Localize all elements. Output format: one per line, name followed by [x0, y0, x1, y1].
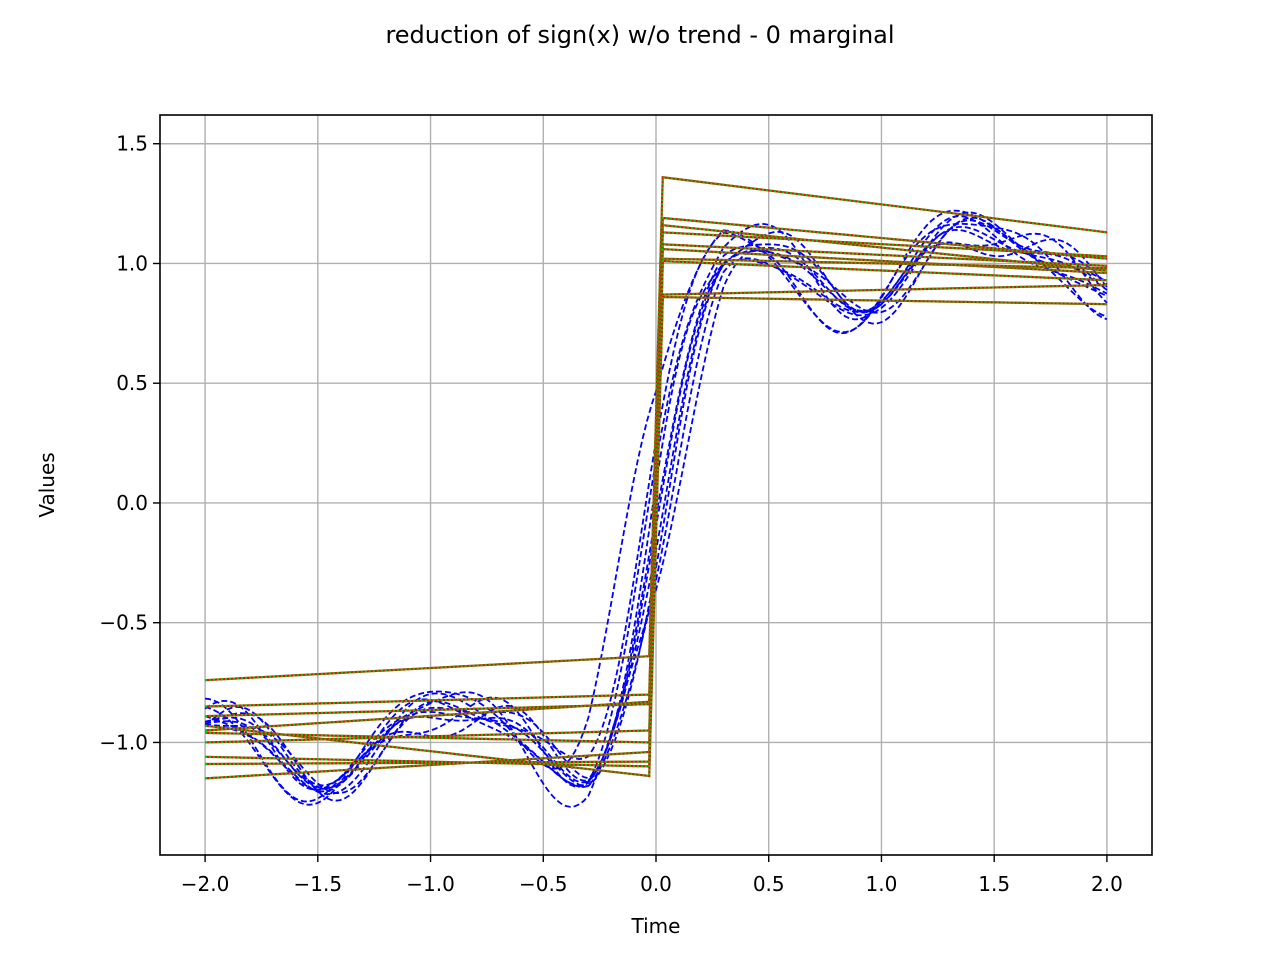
x-tick-label: −0.5 — [519, 872, 568, 896]
y-axis-label: Values — [35, 452, 59, 517]
x-tick-label: 0.5 — [753, 872, 785, 896]
x-tick-label: −1.5 — [294, 872, 343, 896]
reduced-series-overlay — [205, 176, 1108, 682]
x-tick-label: 1.5 — [978, 872, 1010, 896]
reduced-series-overlay — [205, 257, 1107, 768]
x-tick-label: 0.0 — [640, 872, 672, 896]
y-tick-label: 1.5 — [116, 132, 148, 156]
y-tick-label: 0.0 — [116, 491, 148, 515]
reduced-series-overlay — [205, 216, 1108, 708]
y-tick-label: −0.5 — [99, 611, 148, 635]
stochastic-series-line — [204, 211, 1108, 796]
x-tick-label: −1.0 — [406, 872, 455, 896]
x-tick-label: 1.0 — [866, 872, 898, 896]
reduced-series-overlay — [204, 295, 1107, 778]
ticks: −2.0 −1.5 −1.0 −0.5 0.0 0.5 1.0 1.5 2.0 −1.0 −0.5 0… — [99, 132, 1122, 896]
x-tick-label: 2.0 — [1091, 872, 1123, 896]
y-tick-label: 0.5 — [116, 371, 148, 395]
x-tick-label: −2.0 — [181, 872, 230, 896]
chart-title: reduction of sign(x) w/o trend - 0 margi… — [385, 21, 894, 49]
series-group — [204, 176, 1108, 808]
y-tick-label: −1.0 — [99, 730, 148, 754]
reduced-series-overlay — [205, 223, 1108, 718]
reduced-series-overlay — [205, 231, 1107, 732]
x-axis-label: Time — [631, 914, 681, 938]
reduced-series-overlay — [205, 259, 1107, 766]
y-tick-label: 1.0 — [116, 251, 148, 275]
